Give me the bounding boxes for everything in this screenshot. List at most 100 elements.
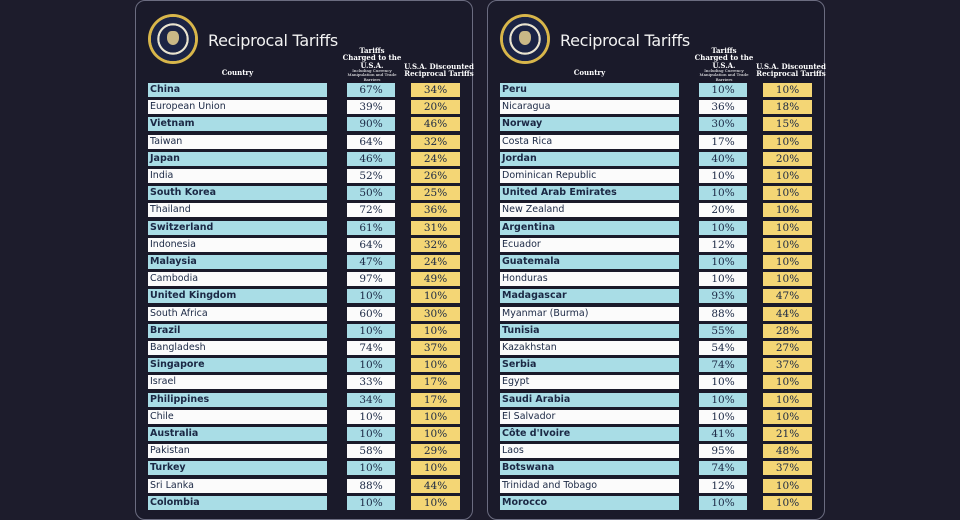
page-title: Reciprocal Tariffs [560, 31, 690, 50]
reciprocal-tariff-cell: 10% [763, 237, 812, 252]
tariff-charged-cell: 10% [347, 323, 395, 338]
tariff-charged-cell: 10% [699, 255, 747, 269]
country-cell: European Union [148, 100, 327, 115]
country-cell: Saudi Arabia [500, 392, 679, 407]
tariff-panel-right: Reciprocal Tariffs Country Tariffs Charged… [487, 0, 826, 520]
country-cell: South Africa [148, 306, 327, 321]
reciprocal-tariff-cell: 10% [763, 272, 812, 287]
reciprocal-tariff-cell: 37% [763, 358, 812, 373]
tariff-charged-cell: 95% [699, 444, 747, 459]
tariff-charged-cell: 47% [347, 255, 395, 269]
country-cell: Pakistan [148, 444, 327, 459]
tariff-charged-cell: 54% [699, 341, 747, 355]
header-tariffs-charged: Tariffs Charged to the U.S.A. Including C… [694, 47, 754, 82]
country-cell: Indonesia [148, 237, 327, 252]
reciprocal-tariff-cell: 32% [411, 237, 460, 252]
reciprocal-tariff-cell: 31% [411, 220, 460, 235]
tariff-charged-cell: 97% [347, 272, 395, 287]
tariff-charged-cell: 60% [347, 306, 395, 321]
reciprocal-tariff-cell: 24% [411, 255, 460, 269]
country-cell: Egypt [500, 375, 679, 390]
reciprocal-tariff-cell: 10% [763, 220, 812, 235]
country-cell: China [148, 83, 327, 97]
reciprocal-tariff-cell: 10% [411, 358, 460, 373]
tariff-panel-left: Reciprocal Tariffs Country Tariffs Charged… [135, 0, 474, 520]
country-cell: Philippines [148, 392, 327, 407]
tariff-charged-cell: 52% [347, 169, 395, 183]
reciprocal-tariff-cell: 34% [411, 83, 460, 97]
tariff-charged-cell: 20% [699, 203, 747, 218]
country-cell: Sri Lanka [148, 478, 327, 493]
tariff-charged-cell: 10% [699, 409, 747, 424]
reciprocal-tariff-cell: 10% [763, 375, 812, 390]
reciprocal-tariff-cell: 10% [411, 409, 460, 424]
tariff-charged-cell: 88% [699, 306, 747, 321]
tariff-charged-cell: 74% [347, 341, 395, 355]
country-cell: Cambodia [148, 272, 327, 287]
reciprocal-tariff-cell: 25% [411, 186, 460, 201]
reciprocal-tariff-cell: 46% [411, 117, 460, 132]
country-cell: Taiwan [148, 134, 327, 149]
reciprocal-tariff-cell: 36% [411, 203, 460, 218]
reciprocal-tariff-cell: 10% [763, 134, 812, 149]
tariff-charged-cell: 64% [347, 237, 395, 252]
country-cell: New Zealand [500, 203, 679, 218]
reciprocal-tariff-cell: 24% [411, 151, 460, 166]
reciprocal-tariff-cell: 30% [411, 306, 460, 321]
header-tariffs-charged-label: Tariffs Charged to the U.S.A. [342, 46, 402, 70]
country-cell: Guatemala [500, 255, 679, 269]
tariff-charged-cell: 10% [347, 409, 395, 424]
country-cell: Kazakhstan [500, 341, 679, 355]
reciprocal-tariff-cell: 47% [763, 289, 812, 304]
reciprocal-tariff-cell: 37% [411, 341, 460, 355]
tariff-charged-cell: 17% [699, 134, 747, 149]
tariff-charged-cell: 30% [699, 117, 747, 132]
tariff-charged-cell: 40% [699, 151, 747, 166]
country-cell: El Salvador [500, 409, 679, 424]
eagle-icon [167, 31, 179, 45]
tariff-charged-cell: 12% [699, 478, 747, 493]
country-cell: Australia [148, 427, 327, 441]
tariff-charged-cell: 93% [699, 289, 747, 304]
reciprocal-tariff-cell: 20% [763, 151, 812, 166]
country-cell: Ecuador [500, 237, 679, 252]
tariff-charged-cell: 74% [699, 358, 747, 373]
country-cell: Morocco [500, 495, 679, 510]
country-cell: India [148, 169, 327, 183]
tariff-charged-cell: 10% [347, 358, 395, 373]
tariff-charged-cell: 10% [699, 220, 747, 235]
tariff-charged-cell: 55% [699, 323, 747, 338]
page-title: Reciprocal Tariffs [208, 31, 338, 50]
reciprocal-tariff-cell: 10% [763, 478, 812, 493]
country-cell: Peru [500, 83, 679, 97]
reciprocal-tariff-cell: 49% [411, 272, 460, 287]
country-cell: Colombia [148, 495, 327, 510]
reciprocal-tariff-cell: 29% [411, 444, 460, 459]
tariff-charged-cell: 34% [347, 392, 395, 407]
reciprocal-tariff-cell: 10% [763, 409, 812, 424]
header-tariffs-charged-label: Tariffs Charged to the U.S.A. [694, 46, 754, 70]
country-cell: Tunisia [500, 323, 679, 338]
reciprocal-tariff-cell: 17% [411, 375, 460, 390]
reciprocal-tariff-cell: 44% [763, 306, 812, 321]
tariff-charged-cell: 36% [699, 100, 747, 115]
country-cell: Trinidad and Tobago [500, 478, 679, 493]
country-cell: Norway [500, 117, 679, 132]
eagle-icon [519, 31, 531, 45]
country-cell: Singapore [148, 358, 327, 373]
reciprocal-tariff-cell: 32% [411, 134, 460, 149]
tariff-charged-cell: 61% [347, 220, 395, 235]
country-cell: Jordan [500, 151, 679, 166]
tariff-charged-cell: 10% [347, 427, 395, 441]
tariff-charged-cell: 72% [347, 203, 395, 218]
tariff-charged-cell: 74% [699, 461, 747, 476]
country-cell: Turkey [148, 461, 327, 476]
presidential-seal-icon [500, 14, 550, 64]
reciprocal-tariff-cell: 20% [411, 100, 460, 115]
reciprocal-tariff-cell: 10% [411, 461, 460, 476]
country-cell: United Kingdom [148, 289, 327, 304]
country-cell: Brazil [148, 323, 327, 338]
tariff-charged-cell: 64% [347, 134, 395, 149]
header-tariffs-charged: Tariffs Charged to the U.S.A. Including C… [342, 47, 402, 82]
tariff-charged-cell: 90% [347, 117, 395, 132]
